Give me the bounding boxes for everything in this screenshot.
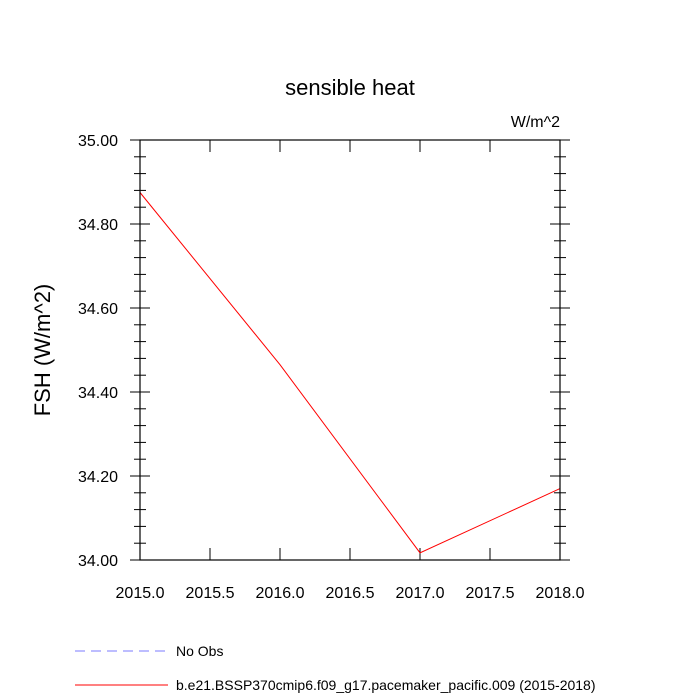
y-tick-label: 34.20	[78, 469, 118, 486]
x-tick-label: 2017.5	[466, 585, 515, 602]
x-tick-label: 2016.0	[256, 585, 305, 602]
y-tick-label: 34.60	[78, 301, 118, 318]
x-tick-label: 2018.0	[536, 585, 585, 602]
axis-ticks	[130, 139, 570, 561]
legend-label-no-obs: No Obs	[176, 643, 223, 659]
chart-title: sensible heat	[285, 75, 415, 100]
y-tick-label: 34.00	[78, 553, 118, 570]
y-axis-label: FSH (W/m^2)	[30, 284, 55, 417]
units-label: W/m^2	[511, 114, 560, 131]
series-layer	[139, 192, 561, 554]
legend: No Obs b.e21.BSSP370cmip6.f09_g17.pacema…	[75, 643, 596, 693]
y-tick-label: 35.00	[78, 133, 118, 150]
x-tick-label: 2015.5	[186, 585, 235, 602]
x-tick-label: 2016.5	[326, 585, 375, 602]
x-tick-labels: 2015.0 2015.5 2016.0 2016.5 2017.0 2017.5 2018…	[116, 585, 585, 602]
x-tick-label: 2015.0	[116, 585, 165, 602]
y-tick-labels: 34.00 34.20 34.40 34.60 34.80 35.00	[78, 133, 118, 570]
plot-frame	[139, 139, 561, 561]
series-line	[139, 192, 561, 554]
legend-label-model: b.e21.BSSP370cmip6.f09_g17.pacemaker_pac…	[176, 677, 596, 693]
x-tick-label: 2017.0	[396, 585, 445, 602]
y-tick-label: 34.40	[78, 385, 118, 402]
y-tick-label: 34.80	[78, 217, 118, 234]
